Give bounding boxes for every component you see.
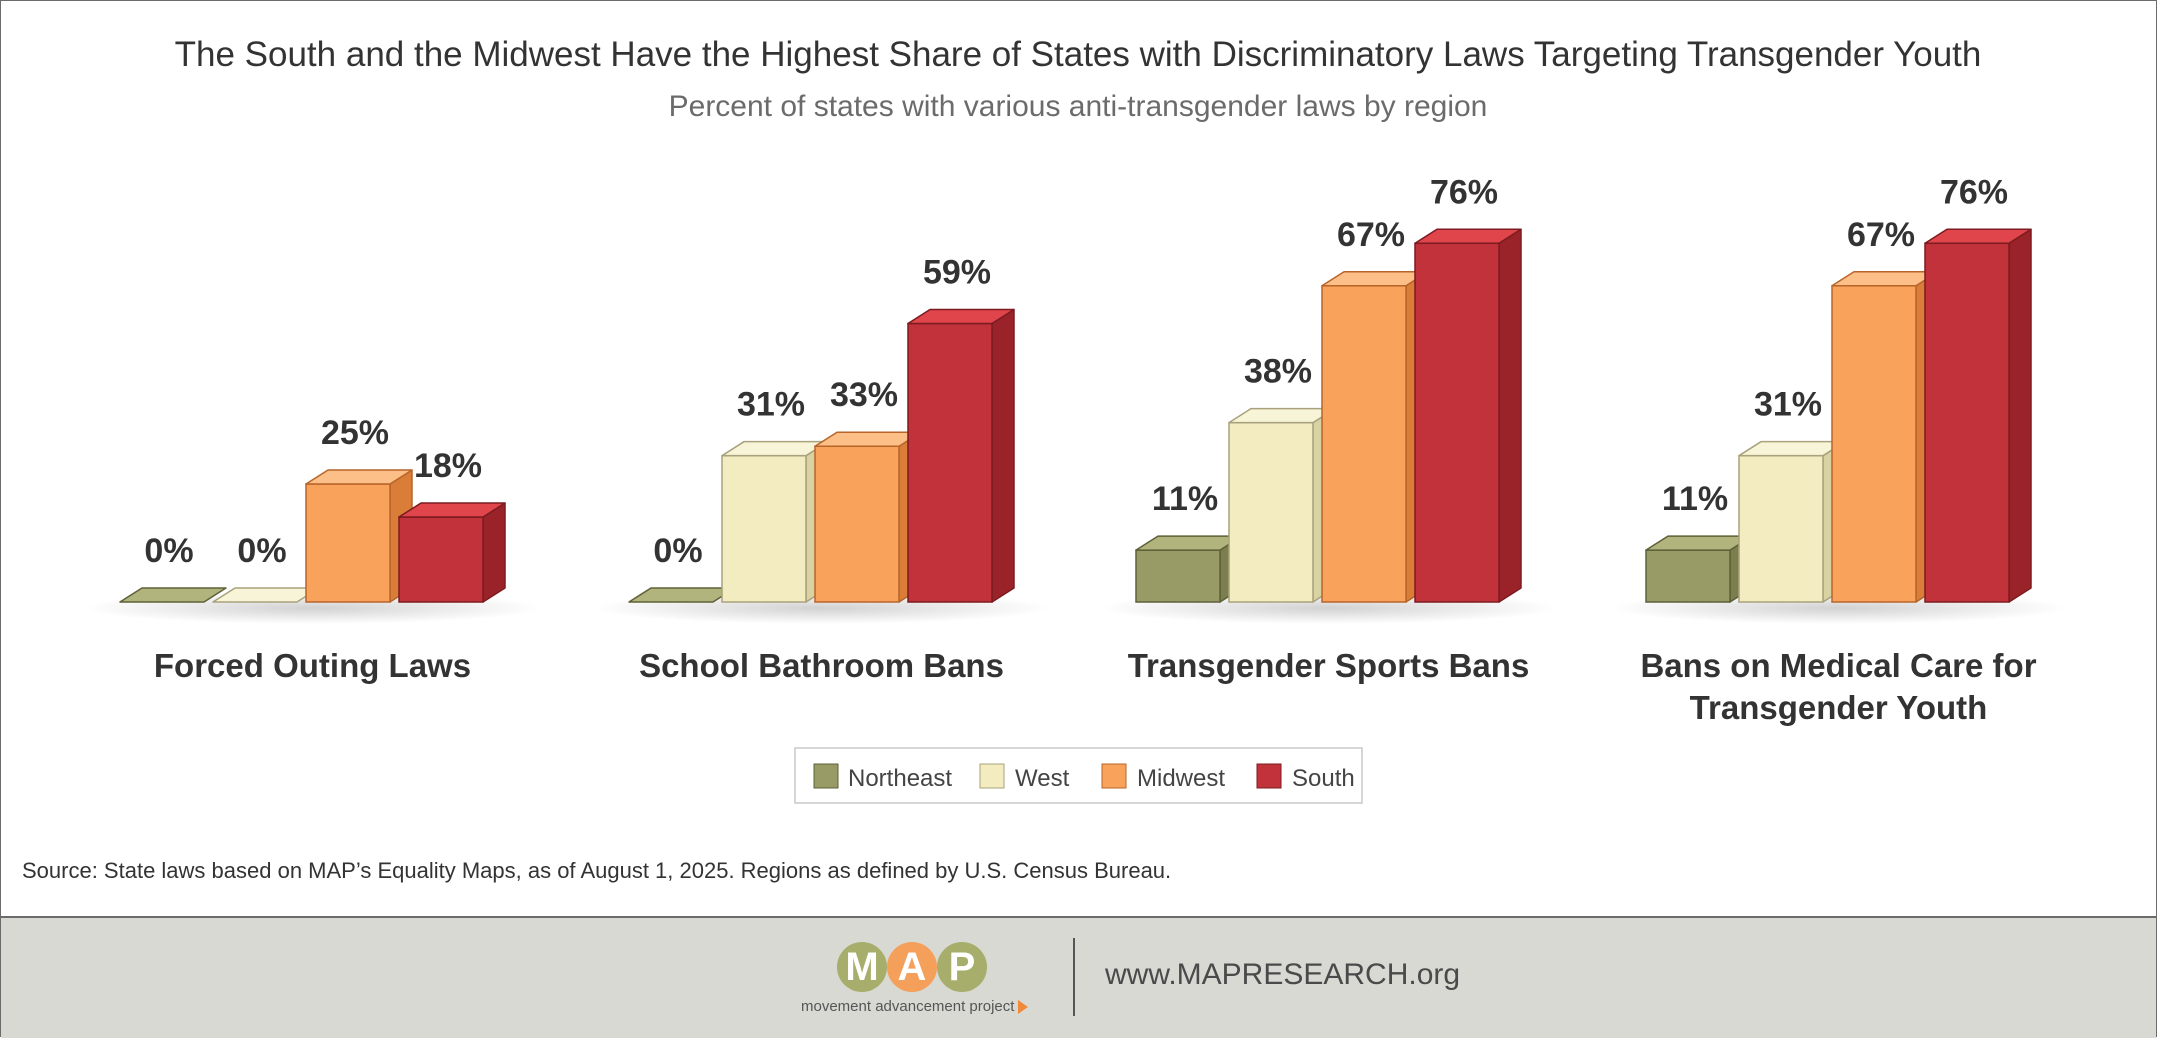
bar-forced-outing-laws-south bbox=[398, 502, 506, 603]
bar-side-transgender-sports-bans-south bbox=[1498, 228, 1522, 603]
logo-letter-a: A bbox=[887, 942, 937, 992]
bar-front-school-bathroom-bans-west bbox=[721, 454, 807, 603]
legend: Northeast West Midwest South bbox=[794, 747, 1363, 804]
legend-label-northeast: Northeast bbox=[848, 765, 952, 792]
bar-front-transgender-sports-bans-northeast bbox=[1135, 549, 1221, 603]
bars-layer: 0% 0% 25% 18% 0% 31% 33% 59% 11% 38% 67% 76% 11% 31% 6… bbox=[82, 173, 2069, 624]
bar-front-school-bathroom-bans-midwest bbox=[814, 445, 900, 603]
value-label-forced-outing-laws-south: 18% bbox=[414, 447, 482, 485]
bar-top-forced-outing-laws-midwest bbox=[305, 469, 413, 485]
category-label-school-bathroom-bans: School Bathroom Bans bbox=[639, 647, 1004, 684]
legend-swatch-west bbox=[979, 763, 1005, 789]
category-label-bans-on-medical-care-for-transgender-youth: Bans on Medical Care for Transgender Yout… bbox=[1640, 647, 2036, 726]
chart-subtitle: Percent of states with various anti-tran… bbox=[669, 90, 1488, 123]
bar-transgender-sports-bans-west bbox=[1228, 407, 1336, 603]
category-label-line: Transgender Youth bbox=[1690, 689, 1988, 726]
bar-bans-on-medical-care-for-transgender-youth-south bbox=[1924, 228, 2032, 603]
legend-swatch-midwest bbox=[1101, 763, 1127, 789]
play-arrow-icon bbox=[1018, 1000, 1029, 1015]
bar-front-transgender-sports-bans-south bbox=[1414, 242, 1500, 603]
category-label-line: School Bathroom Bans bbox=[639, 647, 1004, 684]
logo-tagline-row: movement advancement project bbox=[801, 998, 1029, 1015]
bar-school-bathroom-bans-south bbox=[907, 308, 1015, 603]
value-label-transgender-sports-bans-northeast: 11% bbox=[1152, 480, 1218, 518]
value-label-bans-on-medical-care-for-transgender-youth-west: 31% bbox=[1754, 386, 1822, 424]
value-label-bans-on-medical-care-for-transgender-youth-northeast: 11% bbox=[1662, 480, 1728, 518]
bar-front-school-bathroom-bans-south bbox=[907, 322, 993, 603]
category-labels: Forced Outing Laws School Bathroom Bans Tr… bbox=[154, 647, 2037, 726]
bar-front-bans-on-medical-care-for-transgender-youth-west bbox=[1738, 454, 1824, 603]
bar-forced-outing-laws-midwest bbox=[305, 469, 413, 603]
category-label-line: Forced Outing Laws bbox=[154, 647, 471, 684]
bar-front-bans-on-medical-care-for-transgender-youth-midwest bbox=[1831, 285, 1917, 603]
bar-top-transgender-sports-bans-south bbox=[1414, 228, 1522, 245]
bar-bans-on-medical-care-for-transgender-youth-midwest bbox=[1831, 271, 1939, 603]
map-logo: M A P movement advancement project bbox=[801, 942, 1041, 1032]
value-label-school-bathroom-bans-west: 31% bbox=[737, 386, 805, 424]
bar-front-forced-outing-laws-south bbox=[398, 516, 484, 603]
value-label-bans-on-medical-care-for-transgender-youth-midwest: 67% bbox=[1847, 216, 1915, 254]
legend-swatch-south bbox=[1256, 763, 1282, 789]
legend-label-west: West bbox=[1015, 765, 1070, 792]
bar-bans-on-medical-care-for-transgender-youth-west bbox=[1738, 440, 1846, 603]
chart-title: The South and the Midwest Have the Highe… bbox=[175, 35, 1982, 74]
bar-side-forced-outing-laws-south bbox=[482, 502, 506, 603]
legend-label-south: South bbox=[1292, 765, 1355, 792]
bar-front-transgender-sports-bans-midwest bbox=[1321, 285, 1407, 603]
bar-school-bathroom-bans-west bbox=[721, 440, 829, 603]
bar-transgender-sports-bans-midwest bbox=[1321, 271, 1429, 603]
source-note: Source: State laws based on MAP’s Equali… bbox=[22, 858, 1171, 883]
legend-swatch-northeast bbox=[813, 763, 839, 789]
chart-canvas: The South and the Midwest Have the Highe… bbox=[22, 35, 2069, 883]
bar-forced-outing-laws-northeast bbox=[119, 587, 227, 603]
category-label-line: Transgender Sports Bans bbox=[1128, 647, 1530, 684]
bar-transgender-sports-bans-northeast bbox=[1135, 535, 1243, 603]
website-link[interactable]: www.MAPRESEARCH.org bbox=[1105, 958, 1461, 991]
bar-front-bans-on-medical-care-for-transgender-youth-northeast bbox=[1645, 549, 1731, 603]
category-label-forced-outing-laws: Forced Outing Laws bbox=[154, 647, 471, 684]
bar-top-school-bathroom-bans-south bbox=[907, 308, 1015, 325]
bar-transgender-sports-bans-south bbox=[1414, 228, 1522, 603]
category-label-transgender-sports-bans: Transgender Sports Bans bbox=[1128, 647, 1530, 684]
value-label-forced-outing-laws-midwest: 25% bbox=[321, 414, 389, 452]
bar-bans-on-medical-care-for-transgender-youth-northeast bbox=[1645, 535, 1753, 603]
bar-top-forced-outing-laws-northeast bbox=[119, 587, 227, 603]
bar-front-forced-outing-laws-midwest bbox=[305, 483, 391, 603]
value-label-transgender-sports-bans-south: 76% bbox=[1430, 173, 1498, 211]
legend-label-midwest: Midwest bbox=[1137, 765, 1225, 792]
logo-letter-p: P bbox=[937, 942, 987, 992]
value-label-forced-outing-laws-northeast: 0% bbox=[144, 532, 193, 570]
footer-divider bbox=[1073, 938, 1075, 1016]
bar-front-transgender-sports-bans-west bbox=[1228, 421, 1314, 603]
value-label-school-bathroom-bans-south: 59% bbox=[923, 254, 991, 292]
value-label-forced-outing-laws-west: 0% bbox=[237, 532, 286, 570]
value-label-bans-on-medical-care-for-transgender-youth-south: 76% bbox=[1940, 173, 2008, 211]
bar-top-forced-outing-laws-south bbox=[398, 502, 506, 518]
value-label-school-bathroom-bans-northeast: 0% bbox=[653, 532, 702, 570]
bar-top-bans-on-medical-care-for-transgender-youth-south bbox=[1924, 228, 2032, 245]
logo-tagline: movement advancement project bbox=[801, 998, 1015, 1015]
value-label-transgender-sports-bans-west: 38% bbox=[1244, 353, 1312, 391]
category-label-line: Bans on Medical Care for bbox=[1640, 647, 2036, 684]
bar-front-bans-on-medical-care-for-transgender-youth-south bbox=[1924, 242, 2010, 603]
value-label-school-bathroom-bans-midwest: 33% bbox=[830, 376, 898, 414]
logo-letter-m: M bbox=[837, 942, 887, 992]
bar-school-bathroom-bans-midwest bbox=[814, 431, 922, 603]
footer-bar: M A P movement advancement project www.M… bbox=[1, 916, 2156, 1038]
bar-side-school-bathroom-bans-south bbox=[991, 308, 1015, 603]
bar-side-bans-on-medical-care-for-transgender-youth-south bbox=[2008, 228, 2032, 603]
value-label-transgender-sports-bans-midwest: 67% bbox=[1337, 216, 1405, 254]
